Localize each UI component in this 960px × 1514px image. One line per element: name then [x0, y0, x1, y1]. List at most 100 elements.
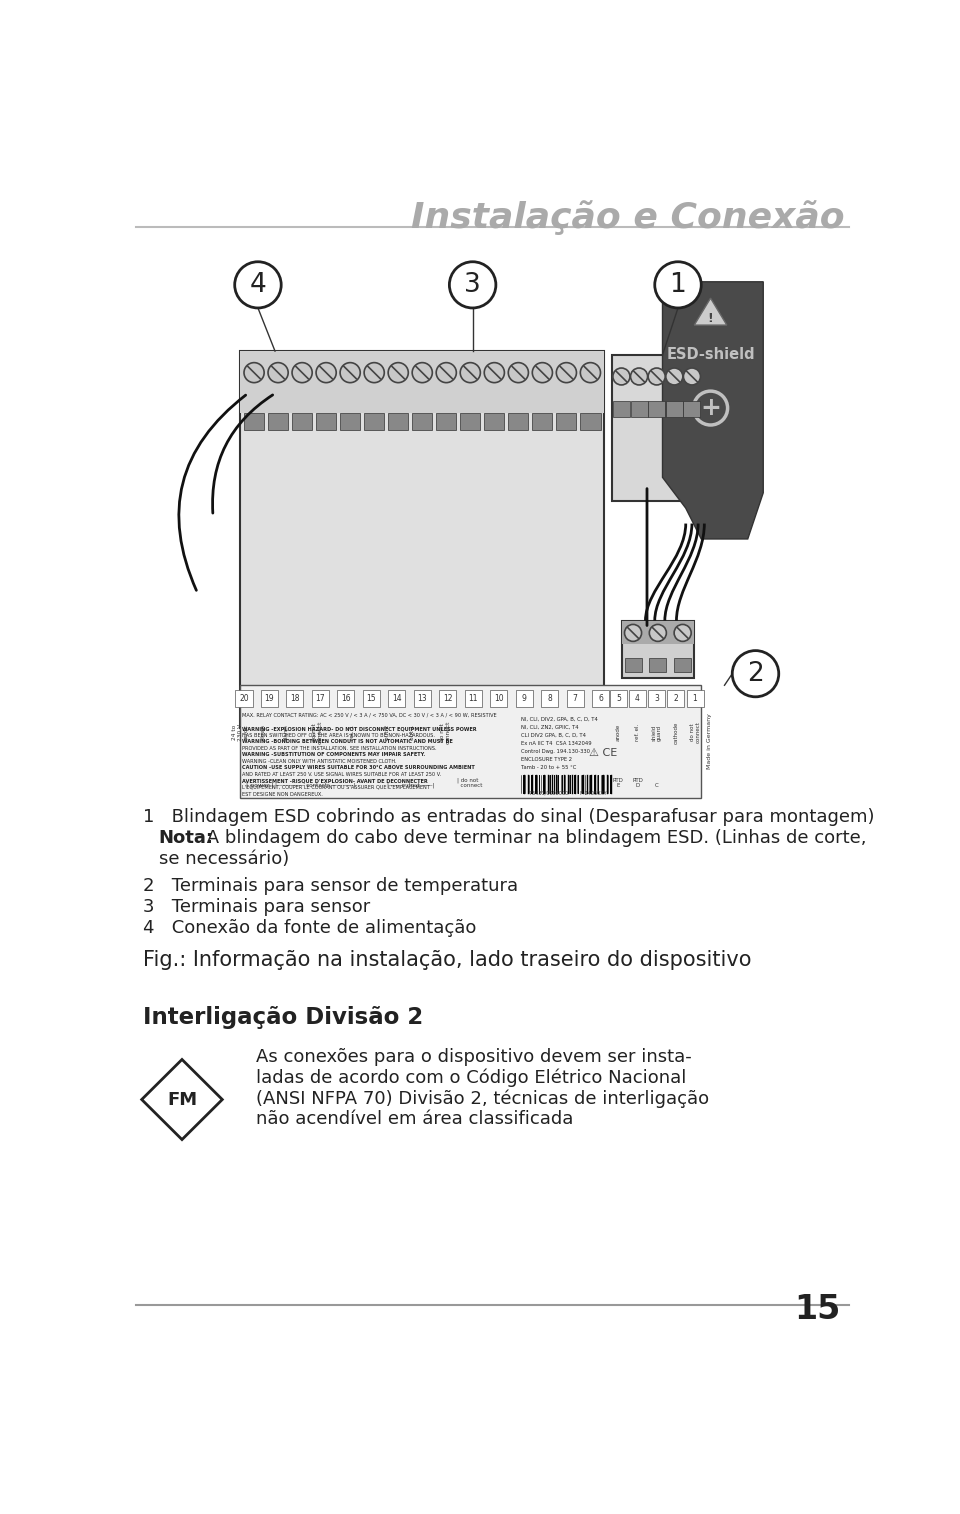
Text: | do not
  connect: | do not connect	[457, 777, 483, 789]
Text: +: +	[700, 397, 721, 419]
FancyBboxPatch shape	[684, 401, 701, 416]
FancyBboxPatch shape	[465, 690, 482, 707]
Text: 1: 1	[670, 273, 686, 298]
FancyBboxPatch shape	[340, 413, 360, 430]
Circle shape	[412, 363, 432, 383]
Text: WARNING -BONDING BETWEEN CONDUIT IS NOT AUTOMATIC AND MUST BE: WARNING -BONDING BETWEEN CONDUIT IS NOT …	[243, 739, 453, 745]
Text: | power |: | power |	[247, 783, 274, 789]
Text: 15: 15	[367, 693, 376, 702]
Text: AVERTISSEMENT -RISQUE D'EXPLOSION- AVANT DE DECONNECTER: AVERTISSEMENT -RISQUE D'EXPLOSION- AVANT…	[243, 778, 428, 783]
Text: do not
connect: do not connect	[312, 721, 323, 745]
FancyBboxPatch shape	[612, 401, 630, 416]
FancyBboxPatch shape	[312, 690, 329, 707]
Text: 10: 10	[493, 693, 503, 702]
Text: 11: 11	[468, 693, 478, 702]
FancyBboxPatch shape	[666, 401, 683, 416]
FancyBboxPatch shape	[686, 690, 704, 707]
FancyBboxPatch shape	[557, 413, 576, 430]
Text: Ex nA IIC T4  CSA 1342049: Ex nA IIC T4 CSA 1342049	[521, 740, 592, 746]
Text: 18: 18	[290, 693, 300, 702]
Text: clean: clean	[261, 725, 266, 740]
Text: 9: 9	[521, 693, 526, 702]
Text: 20: 20	[239, 693, 249, 702]
Text: A blindagem do cabo deve terminar na blindagem ESD. (Linhas de corte,: A blindagem do cabo deve terminar na bli…	[202, 830, 867, 848]
FancyBboxPatch shape	[286, 690, 303, 707]
Text: C: C	[655, 783, 659, 789]
FancyBboxPatch shape	[414, 690, 431, 707]
Text: do not
connect: do not connect	[689, 722, 701, 743]
Circle shape	[732, 651, 779, 696]
FancyBboxPatch shape	[337, 690, 354, 707]
FancyBboxPatch shape	[261, 690, 278, 707]
Text: 4   Conexão da fonte de alimentação: 4 Conexão da fonte de alimentação	[143, 919, 476, 937]
Circle shape	[631, 368, 648, 385]
Text: 24 to
230 V
ac/dc: 24 to 230 V ac/dc	[231, 724, 249, 740]
Circle shape	[674, 624, 691, 642]
Text: se necessário): se necessário)	[158, 849, 289, 868]
Circle shape	[292, 363, 312, 383]
Text: 3: 3	[465, 273, 481, 298]
Text: 19: 19	[265, 693, 275, 702]
Text: |————— contacts ————|: |————— contacts ————|	[275, 783, 355, 789]
Text: do not
connect: do not connect	[440, 721, 451, 745]
Text: MAX. RELAY CONTACT RATING: AC < 250 V / < 3 A / < 750 VA, DC < 30 V / < 3 A / < : MAX. RELAY CONTACT RATING: AC < 250 V / …	[243, 713, 497, 718]
Text: shield
guard: shield guard	[651, 724, 662, 740]
FancyBboxPatch shape	[648, 690, 665, 707]
FancyBboxPatch shape	[491, 690, 507, 707]
Text: Tamb - 20 to + 55 °C: Tamb - 20 to + 55 °C	[521, 766, 577, 771]
FancyBboxPatch shape	[363, 690, 380, 707]
Text: rel. 1: rel. 1	[350, 725, 355, 740]
Text: Made in Germany: Made in Germany	[707, 713, 711, 769]
Text: Nota:: Nota:	[158, 830, 214, 848]
Text: Fig.: Informação na instalação, lado traseiro do dispositivo: Fig.: Informação na instalação, lado tra…	[143, 949, 752, 970]
Text: ESD-shield: ESD-shield	[667, 347, 756, 362]
FancyBboxPatch shape	[532, 413, 552, 430]
Text: RTD
D: RTD D	[632, 778, 643, 789]
Circle shape	[581, 363, 601, 383]
Text: ENCLOSURE TYPE 2: ENCLOSURE TYPE 2	[521, 757, 572, 762]
FancyBboxPatch shape	[610, 690, 627, 707]
Text: ⚠ CE: ⚠ CE	[588, 748, 617, 757]
Circle shape	[612, 368, 630, 385]
Text: alarm: alarm	[284, 724, 289, 740]
Circle shape	[684, 368, 701, 385]
Text: 4: 4	[636, 693, 640, 702]
Text: WARNING -SUBSTITUTION OF COMPONENTS MAY IMPAIR SAFETY.: WARNING -SUBSTITUTION OF COMPONENTS MAY …	[243, 752, 425, 757]
FancyBboxPatch shape	[484, 413, 504, 430]
Text: !: !	[708, 312, 713, 326]
Polygon shape	[142, 1060, 223, 1140]
Circle shape	[532, 363, 552, 383]
FancyBboxPatch shape	[592, 690, 609, 707]
Text: 4: 4	[250, 273, 266, 298]
FancyBboxPatch shape	[235, 690, 252, 707]
FancyBboxPatch shape	[581, 413, 601, 430]
FancyBboxPatch shape	[566, 690, 584, 707]
Text: 17: 17	[316, 693, 325, 702]
Text: 3: 3	[655, 693, 660, 702]
Circle shape	[449, 262, 496, 307]
FancyBboxPatch shape	[667, 690, 684, 707]
Circle shape	[508, 363, 528, 383]
FancyBboxPatch shape	[460, 413, 480, 430]
Text: não acendível em área classificada: não acendível em área classificada	[255, 1110, 573, 1128]
FancyBboxPatch shape	[240, 351, 605, 413]
Text: cathode: cathode	[673, 721, 679, 743]
FancyBboxPatch shape	[508, 413, 528, 430]
Text: L'EQUIPEMENT, COUPER LE COURANT OU S'ASSURER QUE L'EMPLACEMENT: L'EQUIPEMENT, COUPER LE COURANT OU S'ASS…	[243, 784, 430, 790]
Text: WARNING -EXPLOSION HAZARD- DO NOT DISCONNECT EQUIPMENT UNLESS POWER: WARNING -EXPLOSION HAZARD- DO NOT DISCON…	[243, 727, 477, 731]
Text: PROVIDED AS PART OF THE INSTALLATION. SEE INSTALLATION INSTRUCTIONS.: PROVIDED AS PART OF THE INSTALLATION. SE…	[243, 746, 437, 751]
Circle shape	[234, 262, 281, 307]
FancyBboxPatch shape	[674, 659, 691, 672]
Text: ladas de acordo com o Código Elétrico Nacional: ladas de acordo com o Código Elétrico Na…	[255, 1069, 686, 1087]
Circle shape	[649, 624, 666, 642]
FancyBboxPatch shape	[388, 690, 405, 707]
Circle shape	[388, 363, 408, 383]
Text: EST DESIGNE NON DANGEREUX.: EST DESIGNE NON DANGEREUX.	[243, 792, 324, 796]
FancyBboxPatch shape	[612, 354, 701, 501]
Text: 5: 5	[616, 693, 621, 702]
FancyBboxPatch shape	[388, 413, 408, 430]
Circle shape	[340, 363, 360, 383]
Circle shape	[436, 363, 456, 383]
Text: 8: 8	[547, 693, 552, 702]
Circle shape	[364, 363, 384, 383]
